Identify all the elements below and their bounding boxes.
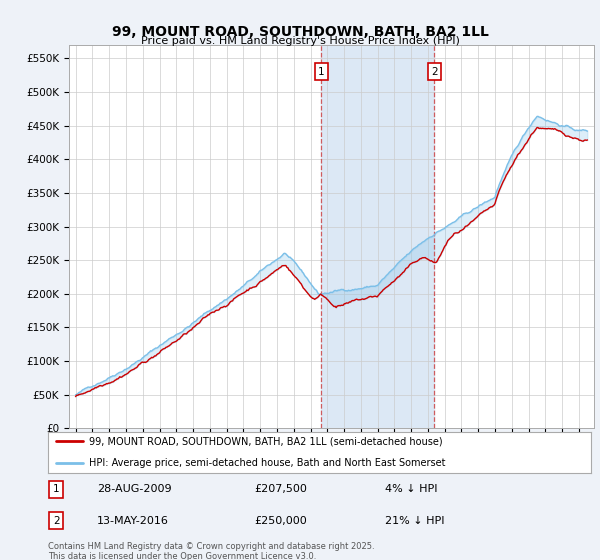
Text: 1: 1 xyxy=(53,484,59,494)
Text: 28-AUG-2009: 28-AUG-2009 xyxy=(97,484,172,494)
Bar xyxy=(322,45,434,428)
Text: 4% ↓ HPI: 4% ↓ HPI xyxy=(385,484,437,494)
Text: 2: 2 xyxy=(431,67,437,77)
Text: 1: 1 xyxy=(318,67,325,77)
Text: 13-MAY-2016: 13-MAY-2016 xyxy=(97,516,169,526)
Text: Contains HM Land Registry data © Crown copyright and database right 2025.
This d: Contains HM Land Registry data © Crown c… xyxy=(48,542,374,560)
Text: £250,000: £250,000 xyxy=(254,516,307,526)
Text: 2: 2 xyxy=(53,516,59,526)
Text: 99, MOUNT ROAD, SOUTHDOWN, BATH, BA2 1LL: 99, MOUNT ROAD, SOUTHDOWN, BATH, BA2 1LL xyxy=(112,25,488,39)
Text: 99, MOUNT ROAD, SOUTHDOWN, BATH, BA2 1LL (semi-detached house): 99, MOUNT ROAD, SOUTHDOWN, BATH, BA2 1LL… xyxy=(89,436,442,446)
Text: 21% ↓ HPI: 21% ↓ HPI xyxy=(385,516,444,526)
Text: HPI: Average price, semi-detached house, Bath and North East Somerset: HPI: Average price, semi-detached house,… xyxy=(89,458,445,468)
Text: Price paid vs. HM Land Registry's House Price Index (HPI): Price paid vs. HM Land Registry's House … xyxy=(140,36,460,46)
Text: £207,500: £207,500 xyxy=(254,484,307,494)
